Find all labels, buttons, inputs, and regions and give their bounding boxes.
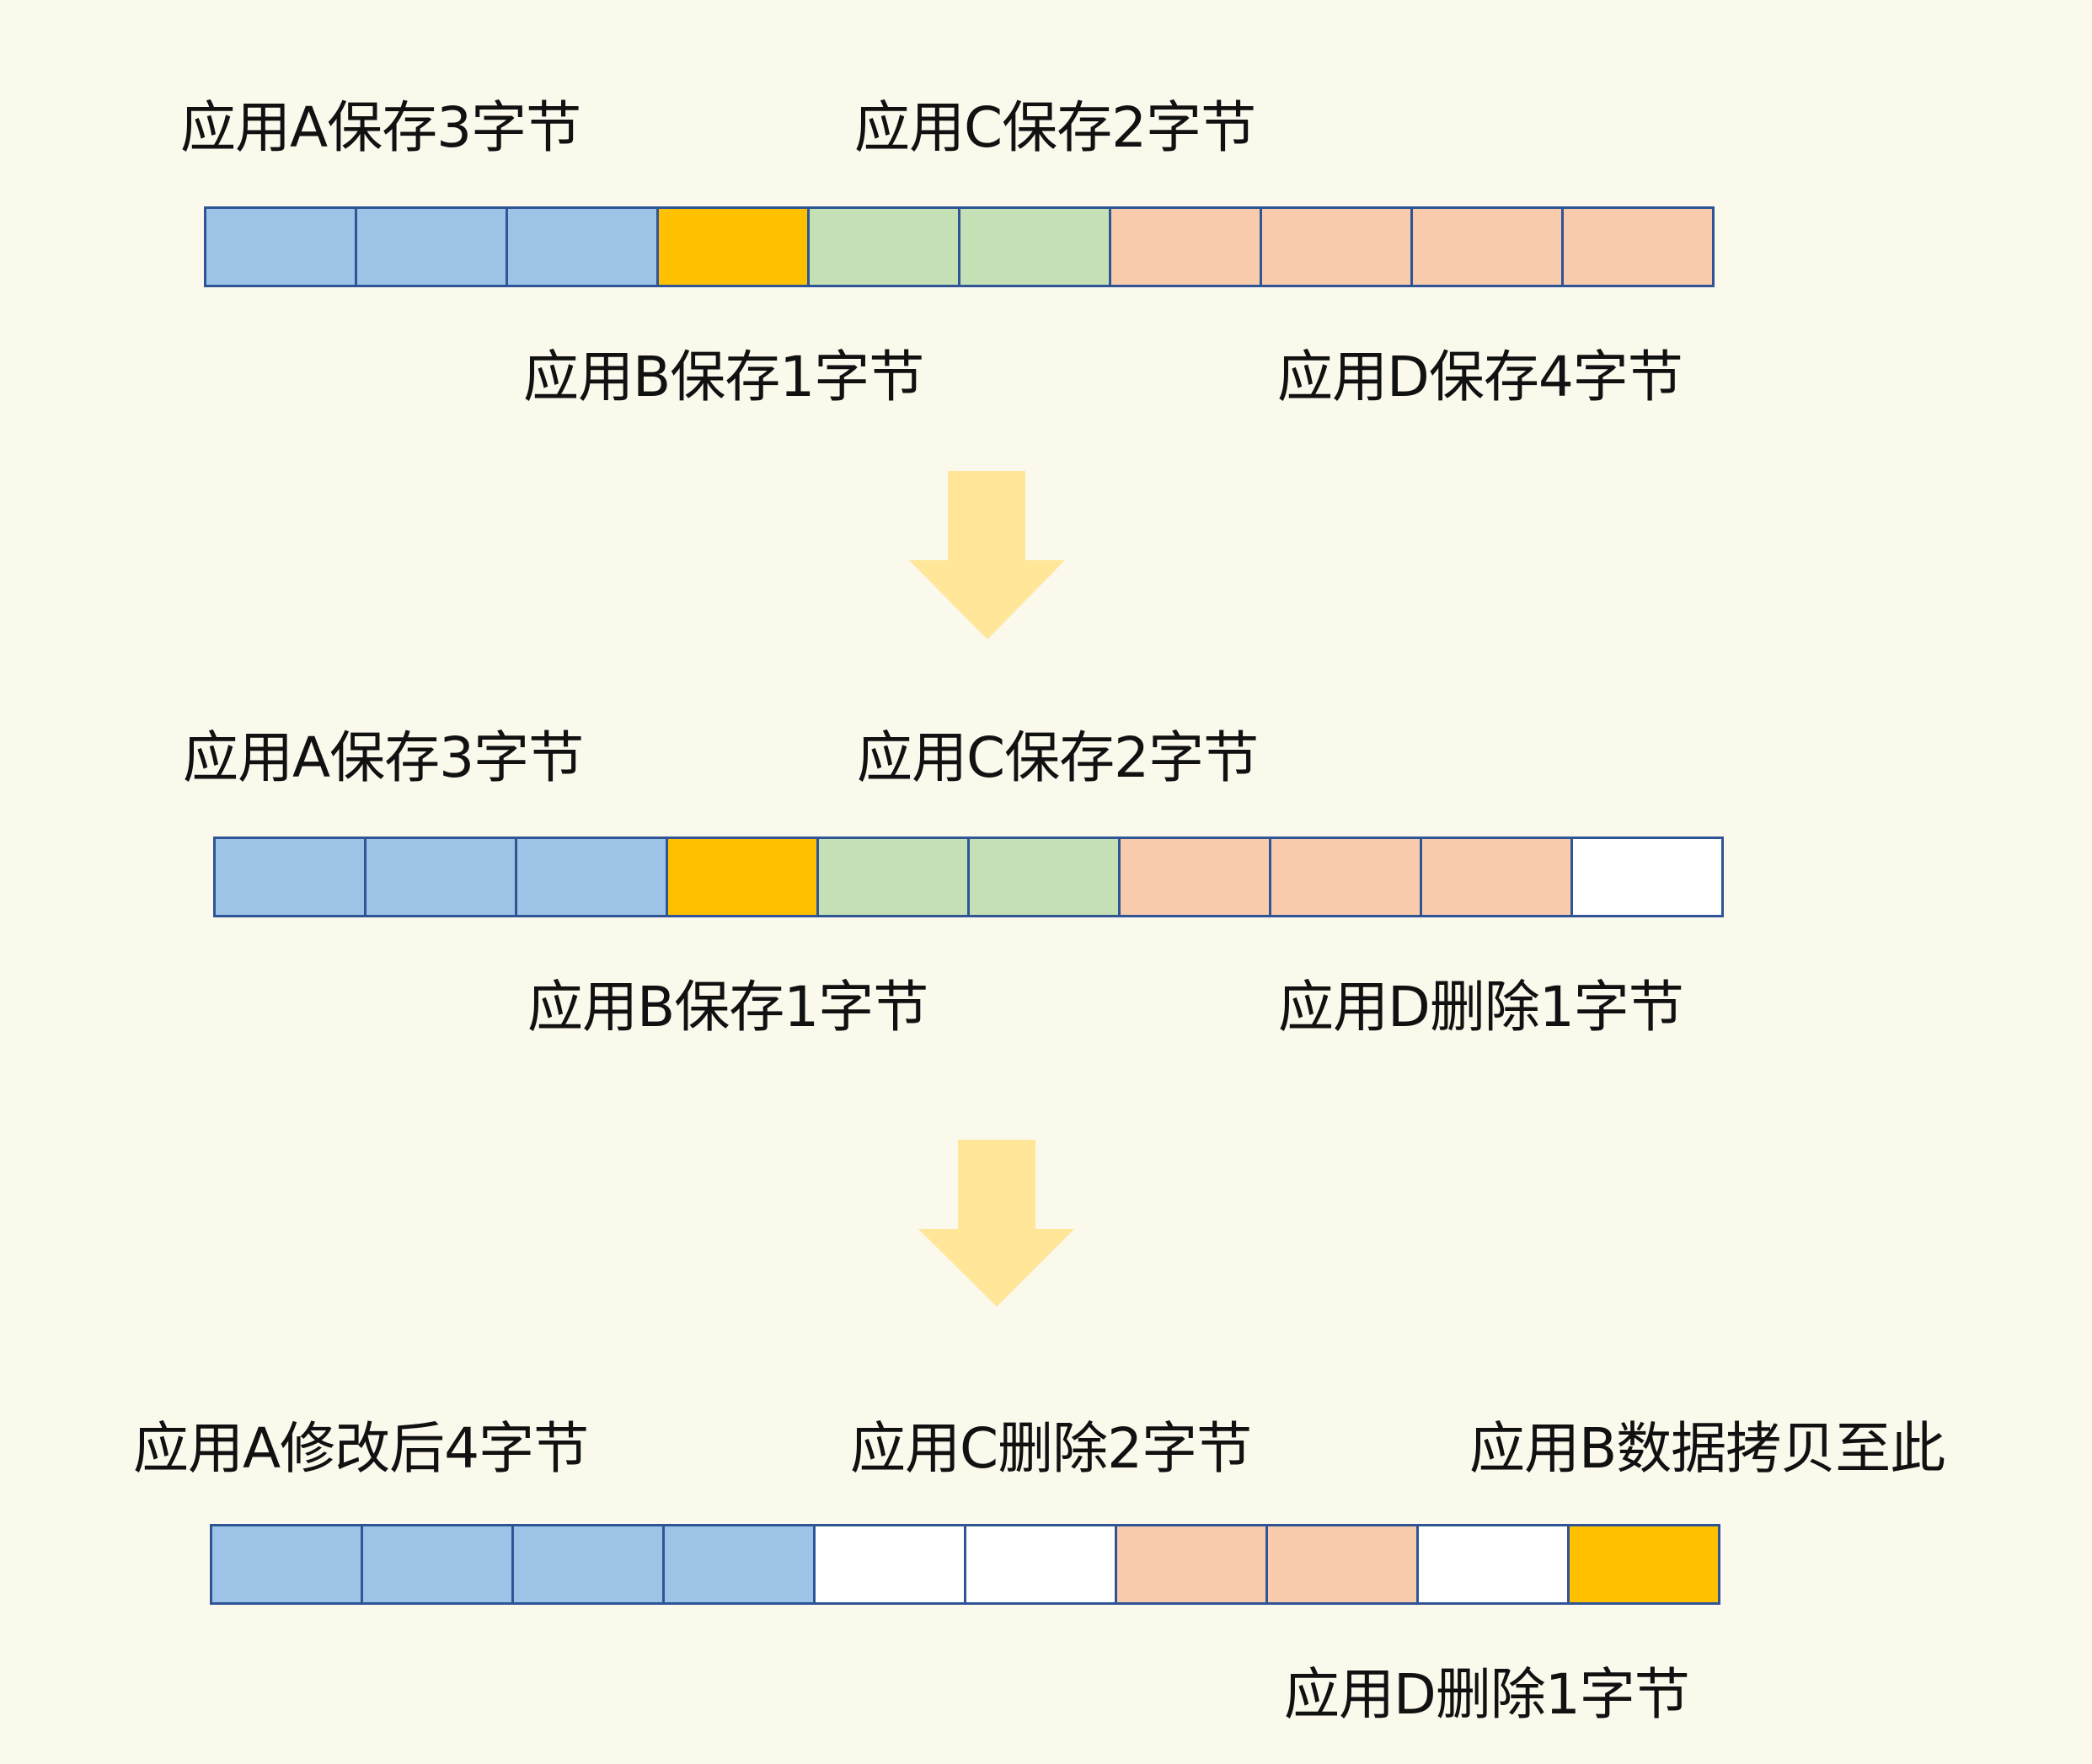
stage3-label-app-a: 应用A修改后4字节 [133, 1416, 589, 1481]
memory-cell-app-d [1109, 206, 1262, 287]
memory-cell-app-d [1561, 206, 1715, 287]
stage2-label-app-b: 应用B保存1字节 [527, 975, 928, 1040]
stage3-memory-row [210, 1524, 1720, 1605]
memory-cell-app-a [204, 206, 357, 287]
memory-cell-app-b [1567, 1524, 1720, 1605]
memory-cell-app-a [506, 206, 659, 287]
stage1-label-app-d: 应用D保存4字节 [1277, 345, 1683, 409]
memory-cell-app-d [1410, 206, 1564, 287]
memory-cell-app-b [666, 837, 819, 917]
memory-cell-free [964, 1524, 1117, 1605]
memory-cell-free [1416, 1524, 1570, 1605]
memory-cell-app-b [656, 206, 810, 287]
memory-cell-app-c [816, 837, 970, 917]
memory-cell-app-d [1420, 837, 1573, 917]
memory-cell-free [1570, 837, 1724, 917]
stage2-label-app-c: 应用C保存2字节 [857, 725, 1259, 790]
stage2-label-app-d: 应用D删除1字节 [1278, 975, 1684, 1040]
memory-cell-app-a [662, 1524, 816, 1605]
stage3-label-app-b: 应用B数据拷贝至此 [1469, 1416, 1945, 1481]
memory-cell-app-a [364, 837, 517, 917]
memory-cell-app-d [1260, 206, 1413, 287]
stage1-label-app-b: 应用B保存1字节 [523, 345, 924, 409]
stage3-label-app-d: 应用D删除1字节 [1284, 1662, 1690, 1727]
memory-cell-app-c [807, 206, 960, 287]
memory-cell-app-d [1265, 1524, 1419, 1605]
memory-cell-app-d [1269, 837, 1422, 917]
memory-cell-app-d [1118, 837, 1271, 917]
memory-cell-app-a [210, 1524, 363, 1605]
memory-cell-free [813, 1524, 966, 1605]
memory-cell-app-a [511, 1524, 665, 1605]
stage1-label-app-a: 应用A保存3字节 [180, 95, 581, 160]
stage1-memory-row [204, 206, 1715, 287]
stage1-label-app-c: 应用C保存2字节 [854, 95, 1256, 160]
memory-cell-app-c [958, 206, 1111, 287]
down-arrow-icon [909, 471, 1065, 639]
stage2-label-app-a: 应用A保存3字节 [183, 725, 584, 790]
memory-cell-app-a [361, 1524, 514, 1605]
memory-cell-app-a [515, 837, 668, 917]
stage2-memory-row [213, 837, 1724, 917]
memory-cell-app-c [967, 837, 1121, 917]
down-arrow-icon [918, 1140, 1074, 1307]
memory-cell-app-a [355, 206, 508, 287]
memory-cell-app-a [213, 837, 367, 917]
stage3-label-app-c: 应用C删除2字节 [850, 1416, 1252, 1481]
memory-cell-app-d [1115, 1524, 1268, 1605]
